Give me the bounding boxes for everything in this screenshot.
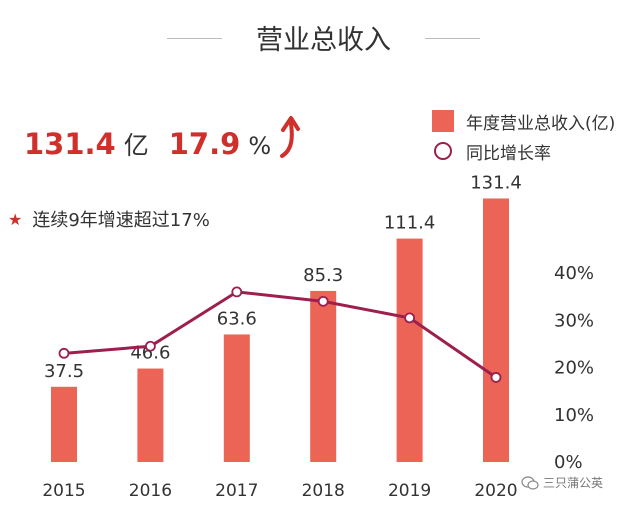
circle-marker-icon <box>434 142 452 160</box>
chart-title: 营业总收入 <box>256 25 391 56</box>
up-arrow-icon <box>280 116 300 158</box>
growth-point-2018 <box>317 295 329 307</box>
legend-item-growth: 同比增长率 <box>432 136 615 166</box>
growth-unit: % <box>248 132 272 160</box>
kpi-summary: 131.4 亿 17.9% <box>24 126 271 162</box>
bar-swatch-icon <box>432 110 454 132</box>
growth-line <box>63 290 497 379</box>
data-label-2018: 85.3 <box>303 265 343 286</box>
right-axis-tick-4: 40% <box>554 263 594 284</box>
note-text: 连续9年增速超过17% <box>32 210 210 231</box>
x-tick-2019: 2019 <box>388 481 431 501</box>
title-divider-left <box>167 38 222 39</box>
watermark-text: 三只蒲公英 <box>543 476 604 490</box>
x-tick-2015: 2015 <box>42 481 85 501</box>
title-divider-right <box>425 38 480 39</box>
bar-2018 <box>310 290 337 462</box>
data-label-2020: 131.4 <box>470 172 522 193</box>
right-axis-tick-2: 20% <box>554 358 594 379</box>
growth-point-2017 <box>231 286 243 298</box>
title-row: 营业总收入 <box>0 14 640 64</box>
growth-point-2019 <box>404 312 416 324</box>
watermark: 三只蒲公英 <box>521 474 603 491</box>
growth-point-2015 <box>58 347 70 359</box>
legend-item-revenue: 年度营业总收入(亿) <box>432 106 615 136</box>
bar-2020 <box>483 198 509 462</box>
chart-legend: 年度营业总收入(亿) 同比增长率 <box>432 106 615 166</box>
bar-2015 <box>51 386 77 462</box>
right-axis-tick-0: 0% <box>554 452 583 473</box>
right-axis-tick-1: 10% <box>554 405 594 426</box>
bar-2017 <box>223 334 250 462</box>
data-label-2019: 111.4 <box>384 213 436 234</box>
star-icon: ★ <box>8 209 23 229</box>
bar-2016 <box>137 368 164 462</box>
revenue-unit: 亿 <box>123 131 149 160</box>
wechat-icon <box>521 475 539 490</box>
revenue-value: 131.4 <box>24 127 116 161</box>
legend-label-growth: 同比增长率 <box>466 143 551 164</box>
data-label-2015: 37.5 <box>44 361 84 382</box>
x-tick-2016: 2016 <box>129 481 172 501</box>
right-axis-tick-3: 30% <box>554 310 594 331</box>
highlight-note: ★ 连续9年增速超过17% <box>8 206 210 232</box>
data-label-2017: 63.6 <box>217 308 257 329</box>
growth-point-2020 <box>490 372 502 383</box>
x-tick-2018: 2018 <box>302 481 345 501</box>
bar-2019 <box>396 238 423 462</box>
growth-value: 17.9 <box>168 127 241 161</box>
growth-point-2016 <box>144 340 156 352</box>
x-tick-2017: 2017 <box>215 481 258 501</box>
x-tick-2020: 2020 <box>474 481 517 501</box>
legend-label-revenue: 年度营业总收入(亿) <box>466 113 616 134</box>
